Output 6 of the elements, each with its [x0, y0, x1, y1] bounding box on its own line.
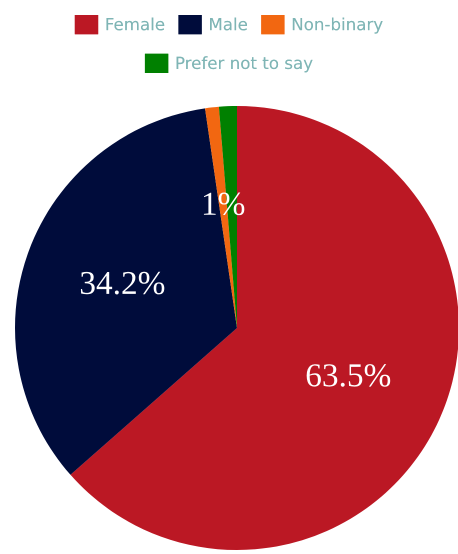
legend-label: Non-binary — [292, 18, 383, 34]
legend-label: Prefer not to say — [176, 56, 313, 72]
data-label: 63.5% — [306, 364, 390, 387]
legend-label: Male — [210, 18, 248, 30]
data-label: 34.2% — [80, 272, 164, 294]
legend-label: Female — [106, 18, 164, 30]
